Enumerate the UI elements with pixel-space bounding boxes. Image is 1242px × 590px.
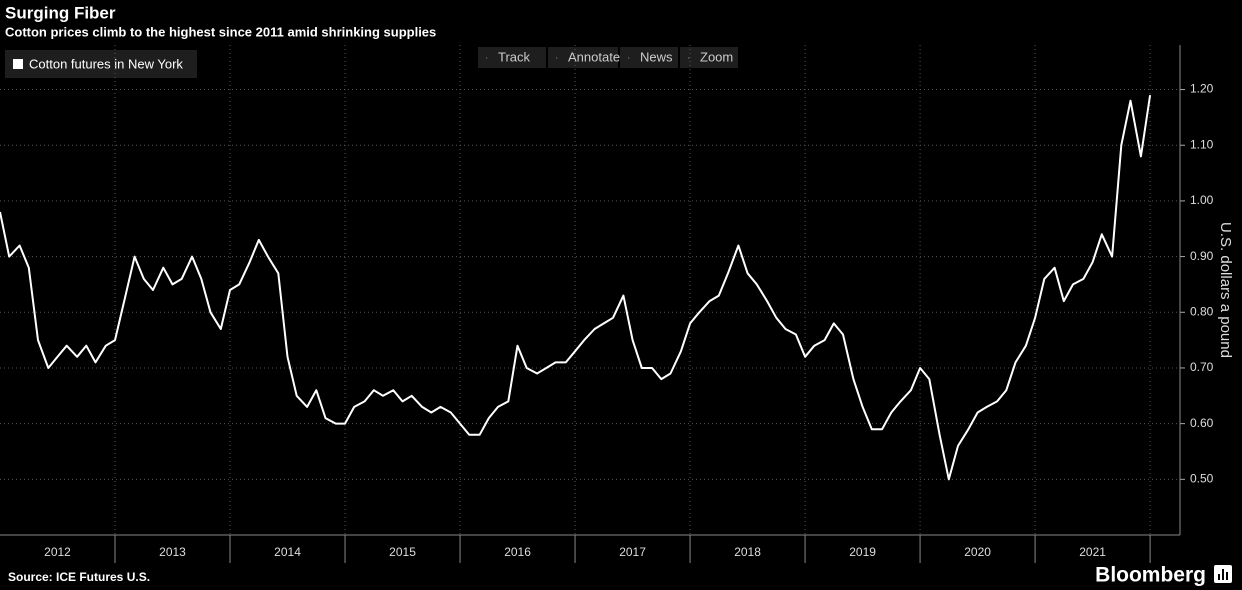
toolbar-icon: · (485, 53, 488, 64)
y-tick-label: 0.70 (1190, 360, 1214, 374)
x-tick-label: 2015 (389, 545, 416, 559)
brand-icon (1214, 565, 1232, 583)
x-tick-label: 2017 (619, 545, 646, 559)
toolbar-button[interactable] (680, 47, 738, 68)
y-tick-label: 0.80 (1190, 304, 1214, 318)
toolbar-label[interactable]: Zoom (700, 49, 733, 64)
toolbar-button[interactable] (548, 47, 618, 68)
y-tick-label: 0.50 (1190, 471, 1214, 485)
toolbar-label[interactable]: News (640, 49, 673, 64)
toolbar-icon: · (555, 53, 558, 64)
x-tick-label: 2021 (1079, 545, 1106, 559)
x-tick-label: 2018 (734, 545, 761, 559)
x-tick-label: 2016 (504, 545, 531, 559)
toolbar-button[interactable] (478, 47, 546, 68)
source: Source: ICE Futures U.S. (8, 570, 150, 584)
toolbar-label[interactable]: Track (498, 49, 531, 64)
legend-label: Cotton futures in New York (29, 56, 183, 71)
toolbar-icon: · (627, 53, 630, 64)
x-tick-label: 2013 (159, 545, 186, 559)
line (0, 94, 1152, 481)
x-tick-label: 2012 (44, 545, 71, 559)
y-tick-label: 0.90 (1190, 249, 1214, 263)
toolbar-label[interactable]: Annotate (568, 49, 620, 64)
x-tick-label: 2019 (849, 545, 876, 559)
x-tick-label: 2014 (274, 545, 301, 559)
y-tick-label: 0.60 (1190, 416, 1214, 430)
legend-swatch (13, 59, 23, 69)
y-tick-label: 1.20 (1190, 82, 1214, 96)
toolbar-icon: · (687, 53, 690, 64)
x-tick-label: 2020 (964, 545, 991, 559)
y-axis-label: U.S. dollars a pound (1217, 222, 1234, 358)
legend-box (5, 50, 197, 78)
chart-subtitle: Cotton prices climb to the highest since… (5, 24, 436, 39)
brand: Bloomberg (1095, 564, 1206, 587)
toolbar-button[interactable] (620, 47, 678, 68)
y-tick-label: 1.00 (1190, 193, 1214, 207)
y-tick-label: 1.10 (1190, 137, 1214, 151)
chart-title: Surging Fiber (5, 3, 116, 22)
